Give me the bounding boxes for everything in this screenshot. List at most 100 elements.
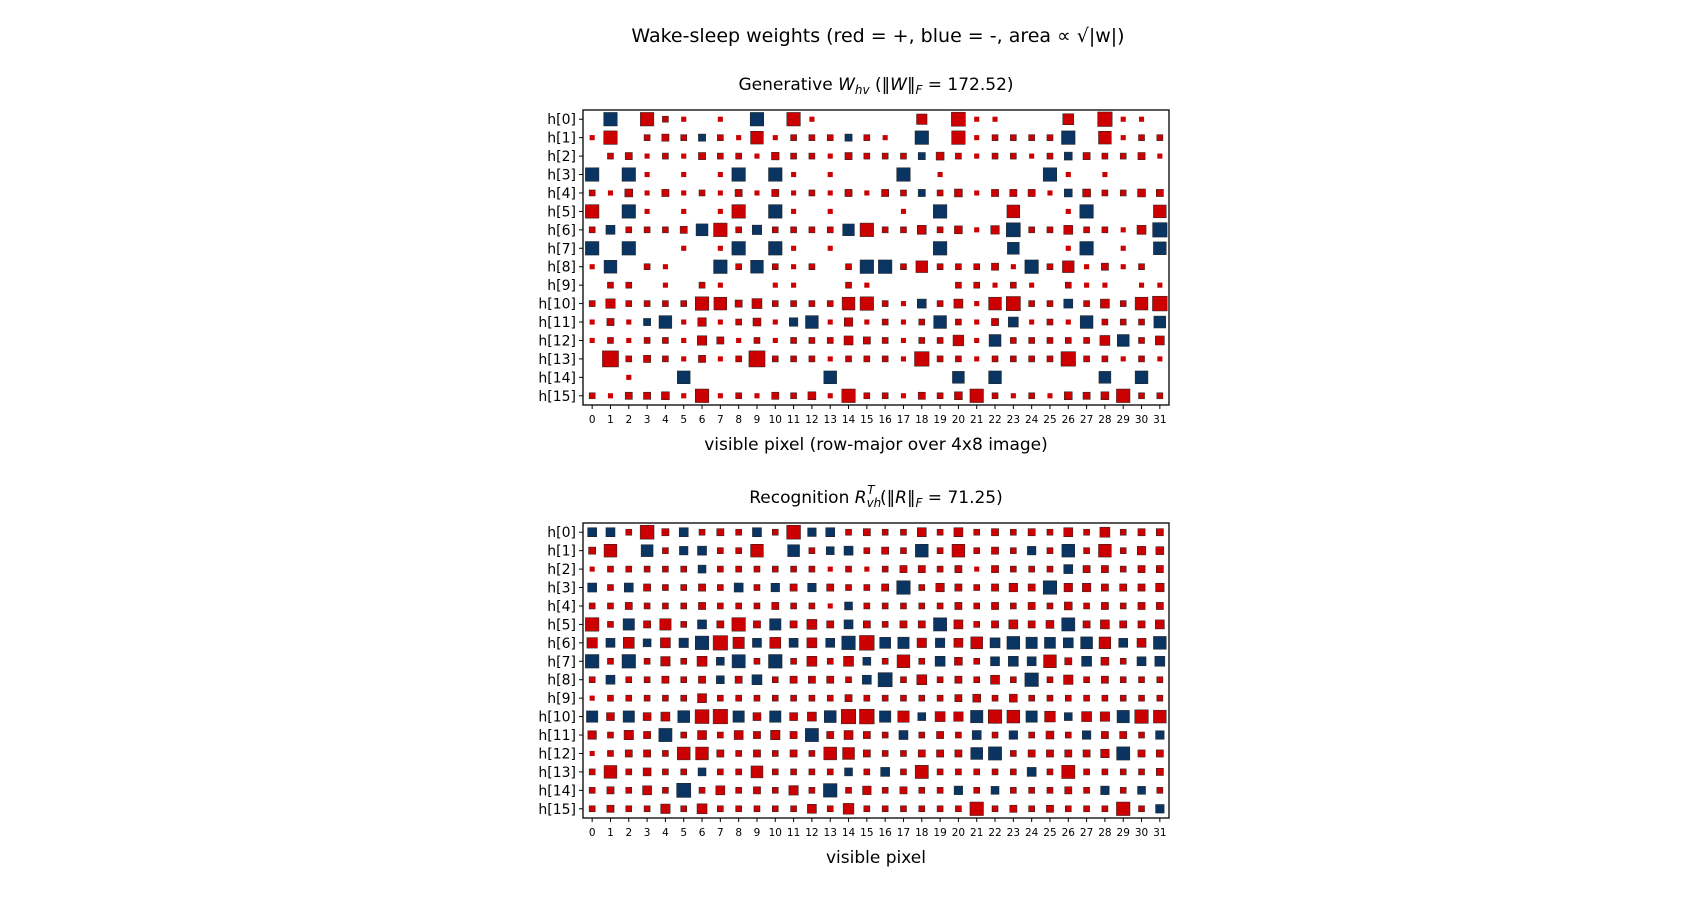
recognition-cell-9-6 (697, 693, 707, 703)
recognition-cell-14-6 (698, 787, 706, 794)
generative-cell-5-27 (1079, 204, 1094, 219)
recognition-cell-7-10 (768, 654, 783, 669)
recognition-cell-6-14 (841, 635, 856, 650)
generative-cell-15-1 (607, 393, 614, 399)
recognition-cell-8-17 (900, 676, 907, 684)
generative-cell-9-2 (625, 281, 633, 289)
generative-cell-8-11 (791, 264, 797, 270)
recognition-cell-1-19 (936, 547, 944, 554)
generative-cell-13-17 (900, 356, 907, 362)
generative-cell-13-25 (1046, 355, 1054, 363)
generative-cell-9-14 (845, 281, 852, 289)
generative-cell-12-9 (753, 337, 761, 344)
recognition-cell-3-25 (1042, 580, 1057, 595)
generative-cell-12-3 (643, 337, 651, 344)
recognition-cell-1-18 (915, 544, 929, 558)
recognition-cell-14-16 (881, 787, 889, 794)
generative-title: Generative Whv (‖W‖F = 172.52) (738, 75, 1013, 97)
generative-cell-1-30 (1138, 134, 1145, 141)
recognition-cell-15-18 (918, 805, 926, 813)
recognition-cell-9-9 (753, 694, 761, 702)
recognition-cell-2-29 (1119, 565, 1127, 573)
generative-cell-0-7 (717, 116, 723, 122)
recognition-cell-7-8 (731, 654, 746, 669)
generative-cell-8-25 (1046, 263, 1054, 271)
recognition-col-label: 30 (1135, 827, 1148, 839)
generative-col-label: 28 (1098, 414, 1111, 426)
generative-cell-10-6 (695, 296, 710, 311)
recognition-cell-12-0 (589, 750, 595, 757)
recognition-cell-13-29 (1119, 768, 1127, 776)
recognition-cell-8-28 (1101, 675, 1109, 684)
recognition-col-label: 3 (644, 827, 651, 839)
generative-cell-12-27 (1083, 337, 1090, 344)
recognition-cell-14-30 (1137, 786, 1146, 795)
generative-cell-4-25 (1047, 190, 1053, 196)
generative-col-label: 7 (717, 414, 724, 426)
generative-cell-8-29 (1120, 264, 1126, 270)
recognition-cell-13-23 (1010, 768, 1017, 776)
generative-cell-13-2 (625, 355, 633, 363)
generative-cell-2-7 (717, 152, 724, 160)
recognition-cell-12-26 (1064, 749, 1073, 758)
recognition-cell-9-11 (790, 694, 797, 702)
recognition-cell-9-16 (881, 694, 889, 702)
recognition-cell-3-19 (935, 583, 945, 593)
generative-cell-9-21 (973, 281, 981, 289)
recognition-col-label: 7 (717, 827, 724, 839)
recognition-cell-2-2 (625, 565, 633, 573)
generative-cell-2-27 (1082, 152, 1091, 160)
generative-cell-6-25 (1046, 226, 1054, 234)
recognition-cell-2-4 (662, 565, 669, 573)
recognition-cell-11-19 (936, 731, 944, 739)
recognition-cell-3-11 (789, 583, 798, 592)
recognition-cell-9-13 (826, 694, 834, 702)
recognition-cell-8-4 (661, 675, 670, 684)
generative-cell-12-16 (881, 337, 889, 344)
generative-row-label: h[5] (547, 204, 576, 220)
generative-cell-1-16 (882, 135, 888, 141)
generative-cell-14-22 (988, 370, 1002, 385)
recognition-cell-7-29 (1119, 658, 1127, 665)
recognition-col-label: 25 (1043, 827, 1056, 839)
generative-cell-13-11 (790, 355, 797, 363)
generative-cell-11-28 (1101, 318, 1109, 326)
recognition-cell-6-18 (916, 637, 927, 648)
generative-cell-0-9 (749, 112, 764, 127)
generative-cell-13-15 (863, 355, 871, 363)
recognition-cell-5-5 (680, 621, 688, 628)
recognition-cell-2-0 (589, 566, 595, 572)
recognition-cell-0-8 (735, 528, 742, 536)
recognition-cell-0-25 (1046, 528, 1054, 536)
recognition-cell-6-31 (1153, 636, 1167, 650)
recognition-cell-0-29 (1119, 528, 1127, 536)
generative-cell-10-15 (859, 296, 874, 311)
recognition-cell-12-14 (842, 747, 855, 760)
recognition-cell-5-19 (933, 617, 947, 632)
recognition-cell-7-3 (643, 658, 651, 665)
generative-cell-2-18 (917, 152, 926, 160)
generative-cell-10-23 (1006, 296, 1021, 311)
generative-cell-7-11 (791, 245, 797, 251)
recognition-cell-1-12 (808, 547, 816, 554)
generative-cell-7-8 (731, 241, 746, 256)
recognition-cell-8-30 (1138, 676, 1145, 684)
recognition-cell-0-14 (845, 528, 852, 536)
generative-cell-13-28 (1101, 355, 1109, 363)
generative-cell-8-4 (662, 264, 668, 270)
recognition-cell-14-1 (606, 786, 615, 795)
recognition-cell-4-7 (717, 602, 724, 610)
recognition-cell-9-26 (1065, 694, 1072, 702)
recognition-cell-4-26 (1064, 601, 1073, 611)
recognition-cell-0-17 (900, 528, 907, 536)
generative-cell-1-7 (717, 134, 724, 141)
generative-cell-10-29 (1119, 300, 1127, 307)
recognition-cell-8-18 (916, 674, 928, 685)
recognition-cell-15-17 (900, 805, 907, 813)
generative-cell-11-19 (933, 315, 947, 329)
recognition-col-label: 5 (680, 827, 687, 839)
recognition-cell-8-13 (826, 675, 835, 684)
recognition-cell-1-23 (1010, 547, 1017, 554)
recognition-cell-11-4 (658, 728, 673, 742)
recognition-cell-15-3 (643, 805, 651, 813)
